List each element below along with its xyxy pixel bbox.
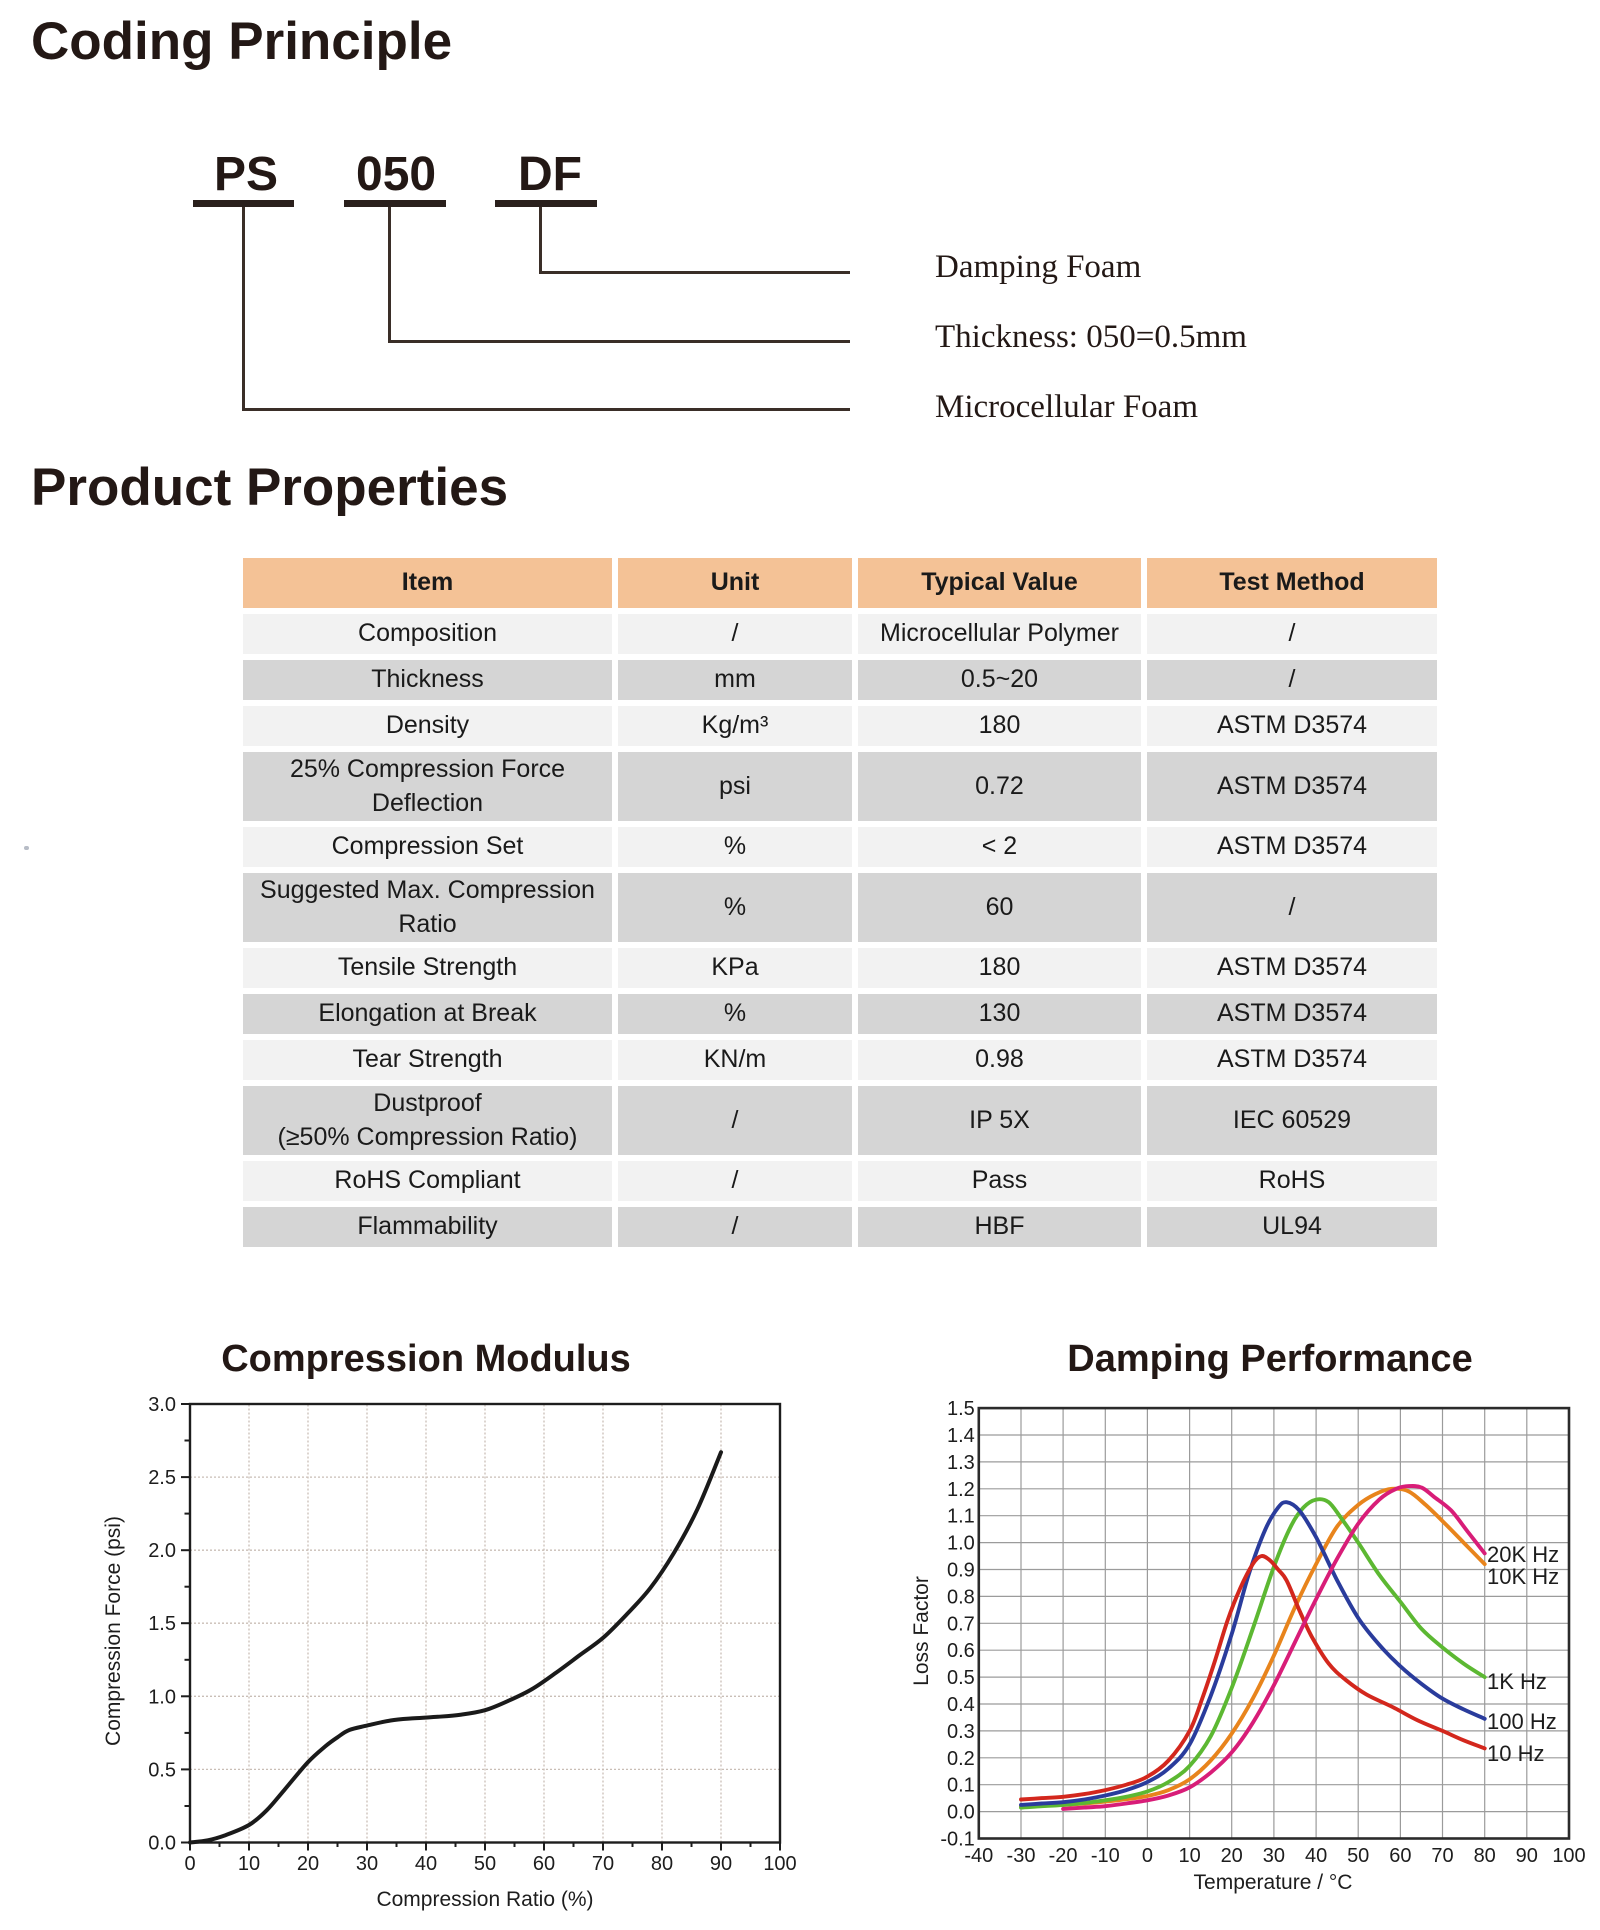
svg-text:0.0: 0.0 xyxy=(148,1833,176,1855)
svg-text:100: 100 xyxy=(1552,1845,1585,1867)
svg-text:0.8: 0.8 xyxy=(947,1586,975,1608)
svg-text:80: 80 xyxy=(651,1853,673,1875)
svg-text:0.2: 0.2 xyxy=(947,1748,975,1770)
svg-text:0.5: 0.5 xyxy=(947,1667,975,1689)
svg-text:Damping Performance: Damping Performance xyxy=(1067,1338,1472,1380)
svg-text:20: 20 xyxy=(1221,1845,1243,1867)
svg-text:Compression Force (psi): Compression Force (psi) xyxy=(102,1516,125,1746)
svg-text:70: 70 xyxy=(1431,1845,1453,1867)
svg-text:100: 100 xyxy=(763,1853,796,1875)
svg-text:10 Hz: 10 Hz xyxy=(1487,1741,1544,1766)
svg-text:-40: -40 xyxy=(964,1845,993,1867)
svg-text:3.0: 3.0 xyxy=(148,1394,176,1416)
svg-text:0.9: 0.9 xyxy=(947,1560,975,1582)
svg-text:100 Hz: 100 Hz xyxy=(1487,1709,1557,1734)
svg-text:1.0: 1.0 xyxy=(947,1533,975,1555)
svg-text:0.6: 0.6 xyxy=(947,1640,975,1662)
svg-text:0.4: 0.4 xyxy=(947,1694,975,1716)
svg-text:10: 10 xyxy=(1178,1845,1200,1867)
svg-text:0.1: 0.1 xyxy=(947,1775,975,1797)
svg-text:Compression Modulus: Compression Modulus xyxy=(221,1338,631,1380)
svg-text:10K Hz: 10K Hz xyxy=(1487,1564,1559,1589)
svg-text:-20: -20 xyxy=(1049,1845,1078,1867)
svg-text:2.0: 2.0 xyxy=(148,1540,176,1562)
svg-text:1.0: 1.0 xyxy=(148,1686,176,1708)
svg-text:50: 50 xyxy=(474,1853,496,1875)
svg-text:1.2: 1.2 xyxy=(947,1479,975,1501)
svg-text:90: 90 xyxy=(1516,1845,1538,1867)
svg-text:40: 40 xyxy=(1305,1845,1327,1867)
svg-text:1.4: 1.4 xyxy=(947,1425,975,1447)
svg-text:Temperature / °C: Temperature / °C xyxy=(1194,1871,1353,1894)
svg-text:80: 80 xyxy=(1474,1845,1496,1867)
svg-text:30: 30 xyxy=(1263,1845,1285,1867)
svg-text:-10: -10 xyxy=(1091,1845,1120,1867)
svg-text:0.7: 0.7 xyxy=(947,1613,975,1635)
svg-text:Compression Ratio (%): Compression Ratio (%) xyxy=(376,1888,593,1911)
svg-text:0: 0 xyxy=(184,1853,195,1875)
svg-text:90: 90 xyxy=(710,1853,732,1875)
svg-text:30: 30 xyxy=(356,1853,378,1875)
svg-text:60: 60 xyxy=(1389,1845,1411,1867)
svg-text:40: 40 xyxy=(415,1853,437,1875)
svg-text:1.3: 1.3 xyxy=(947,1452,975,1474)
svg-text:-0.1: -0.1 xyxy=(940,1829,974,1851)
svg-text:1.1: 1.1 xyxy=(947,1506,975,1528)
svg-text:0.0: 0.0 xyxy=(947,1802,975,1824)
svg-text:1.5: 1.5 xyxy=(148,1613,176,1635)
svg-text:50: 50 xyxy=(1347,1845,1369,1867)
svg-text:0.3: 0.3 xyxy=(947,1721,975,1743)
svg-text:0.5: 0.5 xyxy=(148,1759,176,1781)
svg-text:1K Hz: 1K Hz xyxy=(1487,1669,1547,1694)
svg-text:Loss Factor: Loss Factor xyxy=(910,1576,933,1686)
svg-text:20: 20 xyxy=(297,1853,319,1875)
svg-text:2.5: 2.5 xyxy=(148,1467,176,1489)
svg-text:-30: -30 xyxy=(1007,1845,1036,1867)
svg-text:60: 60 xyxy=(533,1853,555,1875)
svg-text:70: 70 xyxy=(592,1853,614,1875)
svg-text:1.5: 1.5 xyxy=(947,1398,975,1420)
svg-text:20K Hz: 20K Hz xyxy=(1487,1542,1559,1567)
svg-text:0: 0 xyxy=(1142,1845,1153,1867)
svg-text:10: 10 xyxy=(238,1853,260,1875)
